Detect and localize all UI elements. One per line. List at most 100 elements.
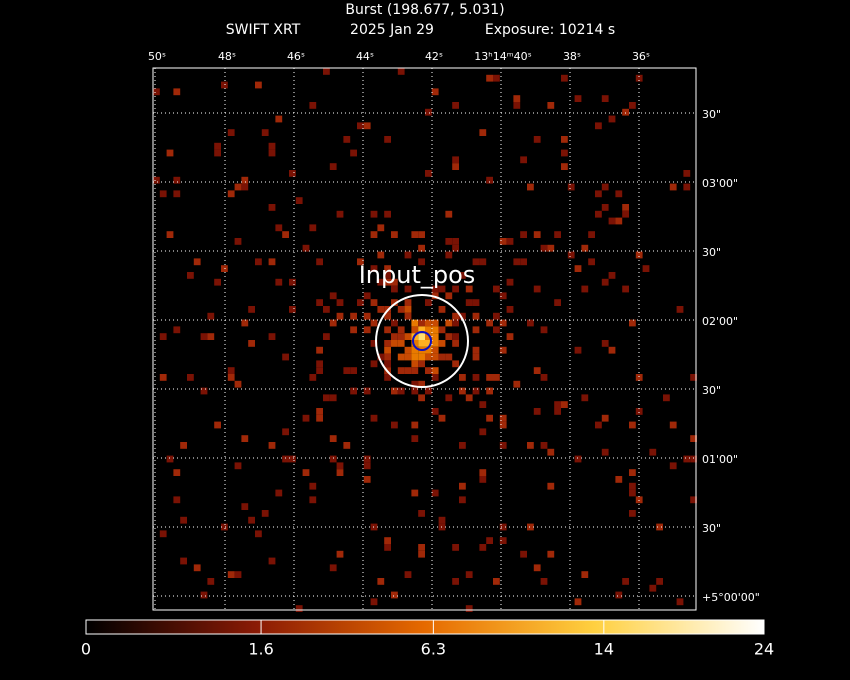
pixel	[302, 414, 310, 422]
pixel	[295, 197, 303, 204]
pixel	[527, 183, 534, 191]
pixel	[615, 217, 623, 225]
pixel	[479, 401, 487, 408]
pixel	[370, 340, 378, 347]
pixel	[370, 299, 378, 306]
pixel	[459, 312, 466, 320]
pixel	[363, 387, 371, 395]
pixel	[268, 258, 276, 266]
pixel	[404, 306, 412, 313]
pixel	[411, 367, 419, 374]
pixel	[506, 333, 514, 340]
pixel	[173, 176, 181, 184]
pixel	[221, 81, 228, 89]
pixel	[329, 455, 337, 463]
pixel	[425, 367, 432, 374]
pixel	[316, 299, 323, 306]
pixel	[391, 387, 398, 395]
pixel	[499, 346, 507, 354]
pixel	[567, 183, 575, 191]
pixel	[486, 387, 493, 395]
pixel	[391, 340, 398, 347]
pixel	[622, 210, 629, 218]
pixel	[561, 163, 568, 170]
x-tick-label: 13ʰ14ᵐ40ˢ	[474, 50, 531, 63]
pixel	[615, 190, 623, 198]
pixel	[656, 578, 663, 585]
pixel	[459, 482, 466, 490]
pixel	[425, 340, 432, 347]
pixel	[574, 455, 582, 463]
coordinate-grid: 50ˢ 48ˢ 46ˢ 44ˢ 42ˢ 13ʰ14ᵐ40ˢ 38ˢ 36ˢ 30" 03'00" 3…	[148, 50, 760, 610]
pixel	[289, 278, 296, 286]
pixel	[255, 530, 262, 538]
pixel	[221, 523, 228, 531]
pixel	[166, 149, 174, 157]
date: 2025 Jan 29	[350, 22, 434, 38]
pixel	[472, 326, 480, 334]
pixel	[431, 340, 439, 347]
pixel	[173, 190, 181, 198]
pixel	[452, 319, 459, 327]
pixel	[629, 469, 636, 476]
pixel	[404, 299, 412, 306]
pixel	[452, 333, 459, 340]
pixel	[411, 380, 419, 388]
pixel	[452, 340, 459, 347]
pixel	[227, 367, 235, 374]
pixel	[404, 251, 412, 259]
pixel	[350, 149, 357, 157]
pixel	[561, 74, 568, 82]
pixel	[486, 319, 493, 327]
pixel	[227, 190, 235, 198]
pixel	[370, 231, 378, 238]
pixel	[159, 333, 167, 340]
pixel	[431, 367, 439, 374]
pixel	[404, 571, 412, 578]
pixel	[234, 462, 242, 470]
pixel	[425, 326, 432, 334]
pixel	[581, 394, 589, 402]
pixel	[384, 353, 391, 361]
pixel	[547, 244, 555, 252]
pixel	[683, 455, 691, 463]
pixel	[234, 183, 242, 191]
pixel	[601, 95, 609, 102]
y-tick-label: 01'00"	[702, 453, 738, 466]
colorbar-tick-label: 1.6	[248, 640, 273, 659]
colorbar-ticks: 0 1.6 6.3 14 24	[81, 620, 774, 659]
pixel	[438, 353, 446, 361]
pixel	[391, 231, 398, 238]
pixel	[153, 176, 160, 184]
pixel	[438, 414, 446, 422]
pixel	[452, 238, 459, 245]
pixel	[554, 231, 561, 238]
pixel	[200, 333, 208, 340]
instrument: SWIFT XRT	[226, 22, 301, 38]
pixel	[663, 394, 670, 402]
pixel	[438, 326, 446, 334]
pixel	[547, 550, 555, 558]
pixel	[683, 183, 691, 191]
pixel	[384, 326, 391, 334]
pixel	[159, 530, 167, 538]
pixel	[384, 265, 391, 272]
pixel	[384, 272, 391, 279]
pixel	[554, 401, 561, 408]
pixel	[370, 598, 378, 606]
pixel	[499, 319, 507, 327]
pixel	[431, 292, 439, 300]
pixel	[309, 482, 317, 490]
pixel	[445, 292, 453, 300]
pixel	[282, 428, 289, 436]
pixel	[363, 455, 371, 463]
pixel	[452, 544, 459, 551]
pixel	[527, 319, 534, 327]
pixel	[207, 578, 215, 585]
pixel	[479, 129, 487, 136]
pixel	[357, 299, 364, 306]
pixel	[248, 306, 255, 313]
pixel	[438, 306, 446, 313]
pixel	[547, 102, 555, 109]
pixel	[343, 442, 351, 449]
